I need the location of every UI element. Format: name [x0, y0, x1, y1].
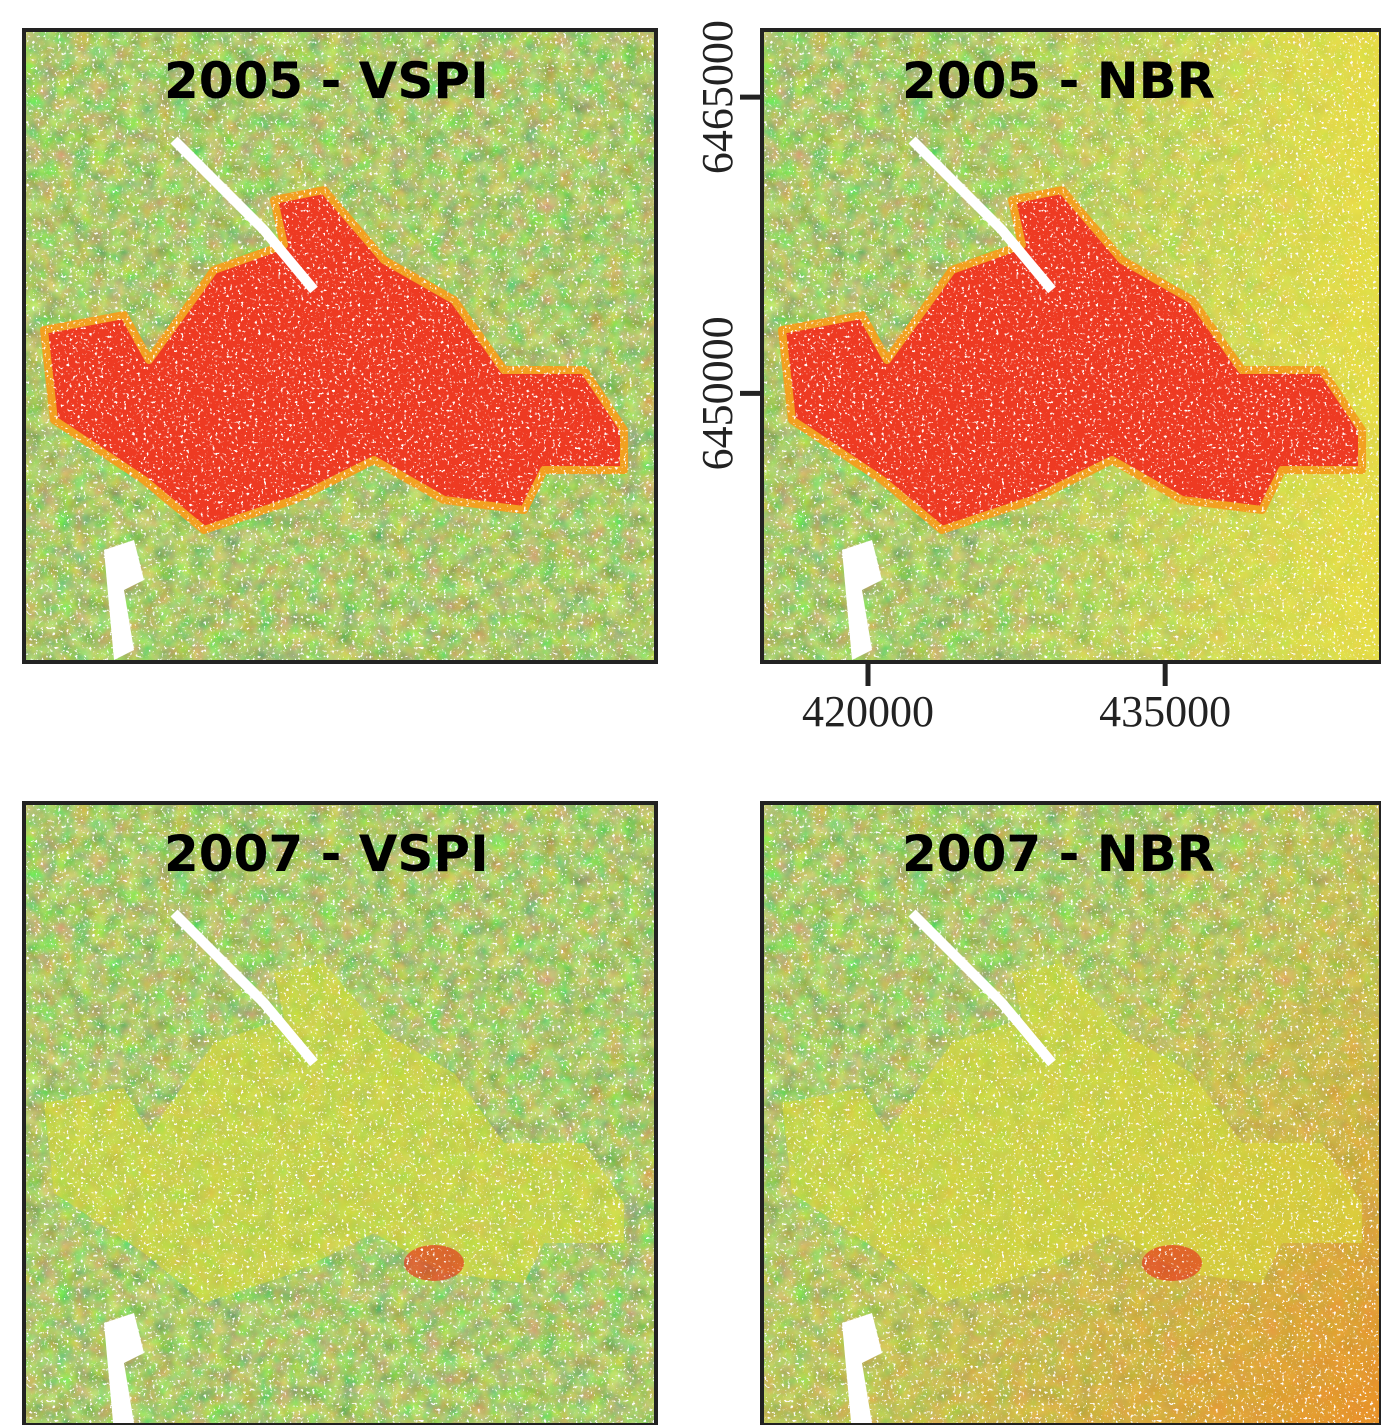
map-content: [24, 803, 656, 1425]
map-panel: 2007 - NBR: [762, 803, 1381, 1425]
map-content: [24, 30, 656, 662]
x-tick-label: 435000: [1099, 687, 1231, 736]
map-content: [762, 803, 1381, 1425]
speckle: [24, 803, 656, 1425]
map-content: [762, 30, 1381, 662]
figure: 2005 - VSPI 2005 - NBR 2007 - VSPI 2007 - N…: [0, 0, 1381, 1425]
speckle: [24, 30, 656, 662]
y-tick-label: 6465000: [693, 20, 742, 174]
map-panel: 2007 - VSPI: [24, 803, 656, 1425]
panel-title: 2005 - VSPI: [164, 52, 489, 110]
x-tick-label: 420000: [802, 687, 934, 736]
panel-title: 2005 - NBR: [902, 52, 1215, 110]
map-panel: 2005 - VSPI: [24, 30, 656, 662]
map-panel: 2005 - NBR: [762, 30, 1381, 662]
panel-title: 2007 - NBR: [902, 825, 1215, 883]
y-tick-label: 6450000: [693, 316, 742, 470]
speckle: [762, 803, 1381, 1425]
speckle: [762, 30, 1381, 662]
panel-title: 2007 - VSPI: [164, 825, 489, 883]
